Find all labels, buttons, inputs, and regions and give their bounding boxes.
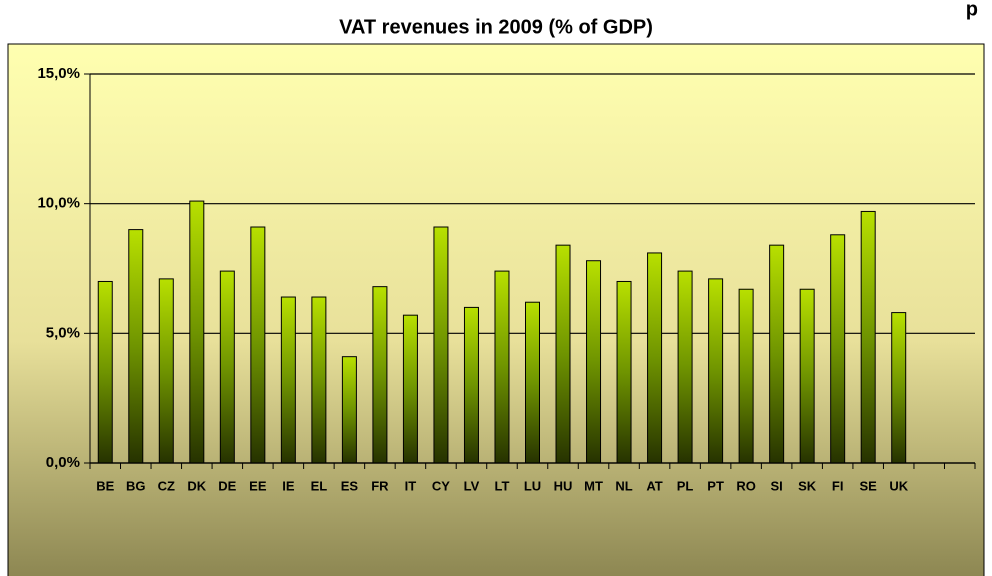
- x-tick-label: PT: [707, 478, 724, 493]
- x-tick-label: DE: [218, 478, 236, 493]
- bar: [250, 226, 266, 464]
- x-tick-label: FR: [371, 478, 389, 493]
- bar: [372, 286, 388, 464]
- bar: [158, 278, 174, 464]
- bar: [708, 278, 724, 464]
- y-tick-label: 10,0%: [37, 195, 80, 212]
- x-tick-label: EL: [311, 478, 328, 493]
- x-tick-label: DK: [187, 478, 206, 493]
- x-tick-label: LU: [524, 478, 541, 493]
- bar: [586, 260, 602, 464]
- y-tick-label: 0,0%: [46, 454, 80, 471]
- x-tick-label: IT: [405, 478, 417, 493]
- bar: [677, 270, 693, 464]
- bar: [433, 226, 449, 464]
- x-tick-label: EE: [249, 478, 267, 493]
- bar: [647, 252, 663, 464]
- x-tick-label: SE: [860, 478, 878, 493]
- bar: [189, 200, 205, 464]
- bar: [494, 270, 510, 464]
- bar: [555, 244, 571, 464]
- bar: [830, 234, 846, 464]
- y-tick-label: 15,0%: [37, 65, 80, 82]
- x-tick-label: LT: [495, 478, 510, 493]
- bar: [341, 356, 357, 464]
- x-tick-label: LV: [464, 478, 480, 493]
- bar: [616, 280, 632, 464]
- chart-title: VAT revenues in 2009 (% of GDP): [339, 16, 653, 38]
- bar: [738, 288, 754, 464]
- x-tick-label: AT: [646, 478, 662, 493]
- x-tick-label: RO: [736, 478, 756, 493]
- bar: [97, 280, 113, 464]
- x-tick-label: CZ: [158, 478, 175, 493]
- bar: [860, 210, 876, 464]
- x-tick-label: NL: [615, 478, 632, 493]
- x-tick-label: ES: [341, 478, 359, 493]
- x-tick-label: SK: [798, 478, 817, 493]
- x-tick-label: MT: [584, 478, 603, 493]
- bar: [219, 270, 235, 464]
- bar: [402, 314, 418, 464]
- x-tick-label: UK: [889, 478, 908, 493]
- x-tick-label: BG: [126, 478, 146, 493]
- x-tick-label: CY: [432, 478, 450, 493]
- bar: [463, 306, 479, 464]
- x-tick-label: HU: [554, 478, 573, 493]
- bar: [311, 296, 327, 464]
- annotation: p: [966, 0, 978, 20]
- bar: [769, 244, 785, 464]
- y-tick-label: 5,0%: [46, 324, 80, 341]
- bar: [891, 312, 907, 464]
- bar: [128, 229, 144, 464]
- x-tick-label: IE: [282, 478, 295, 493]
- x-tick-label: FI: [832, 478, 844, 493]
- x-tick-label: PL: [677, 478, 694, 493]
- bar: [525, 301, 540, 464]
- x-tick-label: SI: [770, 478, 782, 493]
- bar: [280, 296, 296, 464]
- bar: [799, 288, 815, 464]
- x-tick-label: BE: [96, 478, 114, 493]
